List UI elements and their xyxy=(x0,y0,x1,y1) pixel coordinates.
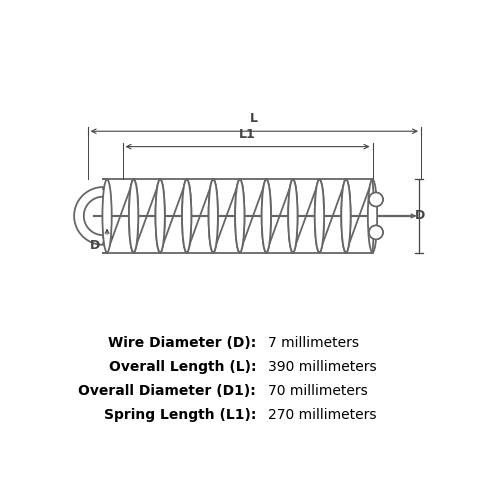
Text: 390 millimeters: 390 millimeters xyxy=(268,360,376,374)
Ellipse shape xyxy=(288,180,298,252)
Ellipse shape xyxy=(235,180,244,252)
Ellipse shape xyxy=(208,180,218,252)
Ellipse shape xyxy=(315,180,324,252)
Ellipse shape xyxy=(182,180,192,252)
Ellipse shape xyxy=(182,180,192,252)
Ellipse shape xyxy=(315,180,324,252)
Text: Overall Diameter (D1):: Overall Diameter (D1): xyxy=(78,384,256,398)
Ellipse shape xyxy=(368,180,377,252)
Circle shape xyxy=(369,226,383,239)
Ellipse shape xyxy=(102,180,112,252)
Text: Wire Diameter (D):: Wire Diameter (D): xyxy=(108,336,256,350)
Ellipse shape xyxy=(208,180,218,252)
Circle shape xyxy=(369,192,383,206)
Text: L: L xyxy=(250,112,258,126)
Text: 270 millimeters: 270 millimeters xyxy=(268,408,376,422)
Text: Overall Length (L):: Overall Length (L): xyxy=(109,360,256,374)
Ellipse shape xyxy=(129,180,138,252)
Ellipse shape xyxy=(342,180,350,252)
Ellipse shape xyxy=(235,180,244,252)
Ellipse shape xyxy=(156,180,165,252)
Ellipse shape xyxy=(129,180,138,252)
Text: 70 millimeters: 70 millimeters xyxy=(268,384,368,398)
Text: D: D xyxy=(415,210,426,222)
Ellipse shape xyxy=(262,180,271,252)
Text: Spring Length (L1):: Spring Length (L1): xyxy=(104,408,256,422)
Ellipse shape xyxy=(288,180,298,252)
Text: L1: L1 xyxy=(239,128,256,141)
Ellipse shape xyxy=(262,180,271,252)
Text: D: D xyxy=(90,239,101,252)
Ellipse shape xyxy=(156,180,165,252)
Ellipse shape xyxy=(342,180,350,252)
Text: 7 millimeters: 7 millimeters xyxy=(268,336,359,350)
